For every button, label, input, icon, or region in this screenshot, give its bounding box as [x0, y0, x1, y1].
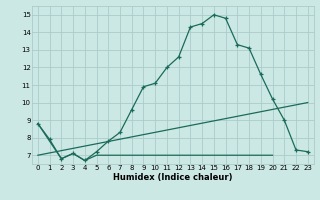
X-axis label: Humidex (Indice chaleur): Humidex (Indice chaleur) — [113, 173, 233, 182]
